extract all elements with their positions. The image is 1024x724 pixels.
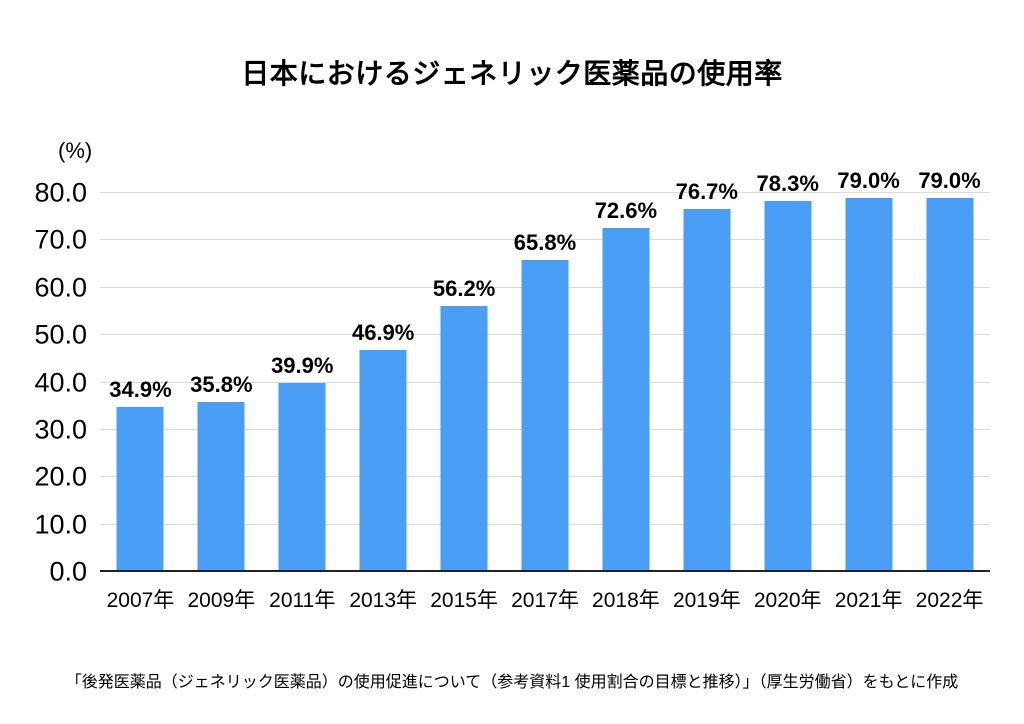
x-tick-label: 2021年	[834, 589, 903, 612]
y-tick-label: 60.0	[34, 272, 87, 303]
bar-2022年	[926, 197, 974, 572]
x-axis-labels: 2007年 2009年 2011年 2013年 2015年 2017年 2018年 2019年…	[100, 584, 990, 614]
x-tick-label: 2020年	[753, 589, 822, 612]
source-note: 「後発医薬品（ジェネリック医薬品）の使用促進について（参考資料1 使用割合の目標…	[65, 674, 959, 691]
bar-2007年	[116, 406, 164, 572]
bar-group: 34.9%	[100, 193, 181, 572]
bar-value-label: 39.9%	[271, 352, 334, 378]
x-tick-label: 2015年	[430, 589, 498, 612]
y-tick-label: 0.0	[49, 556, 87, 587]
bar-2013年	[359, 349, 407, 572]
x-tick-label: 2017年	[511, 589, 579, 612]
y-tick-label: 80.0	[34, 177, 87, 208]
y-tick-label: 10.0	[34, 509, 87, 540]
bar-group: 76.7%	[666, 180, 747, 572]
bar-2015年	[440, 305, 488, 572]
bar-group: 65.8%	[505, 193, 586, 572]
bar-value-label: 76.7%	[675, 178, 738, 204]
bar-value-label: 79.0%	[837, 167, 900, 193]
bar-group: 79.0%	[828, 169, 909, 572]
bar-value-label: 34.9%	[109, 376, 172, 402]
y-axis-unit-label: (%)	[58, 138, 93, 163]
bar-2017年	[521, 260, 569, 572]
x-tick-label: 2007年	[106, 589, 175, 612]
x-axis-line	[100, 570, 990, 572]
bar-2009年	[197, 402, 245, 572]
chart-title: 日本におけるジェネリック医薬品の使用率	[241, 58, 783, 89]
x-tick-label: 2011年	[269, 589, 336, 612]
bar-group: 35.8%	[181, 193, 262, 572]
x-tick-label: 2019年	[672, 589, 741, 612]
x-tick-label: 2013年	[349, 589, 418, 612]
bar-value-label: 72.6%	[594, 198, 658, 224]
y-tick-label: 40.0	[34, 367, 87, 397]
bar-value-label: 56.2%	[432, 275, 496, 301]
x-tick-label: 2009年	[187, 589, 256, 612]
bar-group: 72.6%	[585, 193, 666, 572]
bar-2021年	[845, 197, 893, 572]
y-tick-label: 20.0	[34, 461, 87, 492]
bar-group: 46.9%	[343, 193, 424, 572]
gridline	[100, 239, 990, 241]
bar-2020年	[764, 201, 812, 572]
x-tick-label: 2022年	[915, 589, 984, 612]
bar-value-label: 35.8%	[190, 372, 253, 398]
bar-2019年	[683, 208, 731, 572]
y-tick-label: 30.0	[34, 414, 87, 445]
bar-value-label: 46.9%	[351, 319, 415, 345]
bar-group: 78.3%	[747, 173, 828, 572]
bar-value-label: 78.3%	[756, 171, 819, 197]
gridline	[100, 192, 990, 193]
bar-group: 79.0%	[909, 169, 990, 572]
x-tick-label: 2018年	[592, 589, 660, 612]
bar-value-label: 65.8%	[513, 230, 577, 256]
bar-value-label: 79.0%	[918, 167, 981, 193]
plot-area: 34.9% 35.8% 39.9% 46.9% 56.2% 65.8% 72.6% 76.7%…	[34, 169, 990, 612]
bar-group: 39.9%	[262, 193, 343, 572]
bar-2018年	[602, 228, 650, 572]
bar-group: 56.2%	[424, 193, 505, 572]
bars: 34.9% 35.8% 39.9% 46.9% 56.2% 65.8% 72.6% 76.7%…	[100, 169, 990, 572]
y-tick-label: 70.0	[34, 224, 87, 255]
bar-2011年	[278, 382, 326, 572]
y-tick-label: 50.0	[34, 319, 87, 350]
